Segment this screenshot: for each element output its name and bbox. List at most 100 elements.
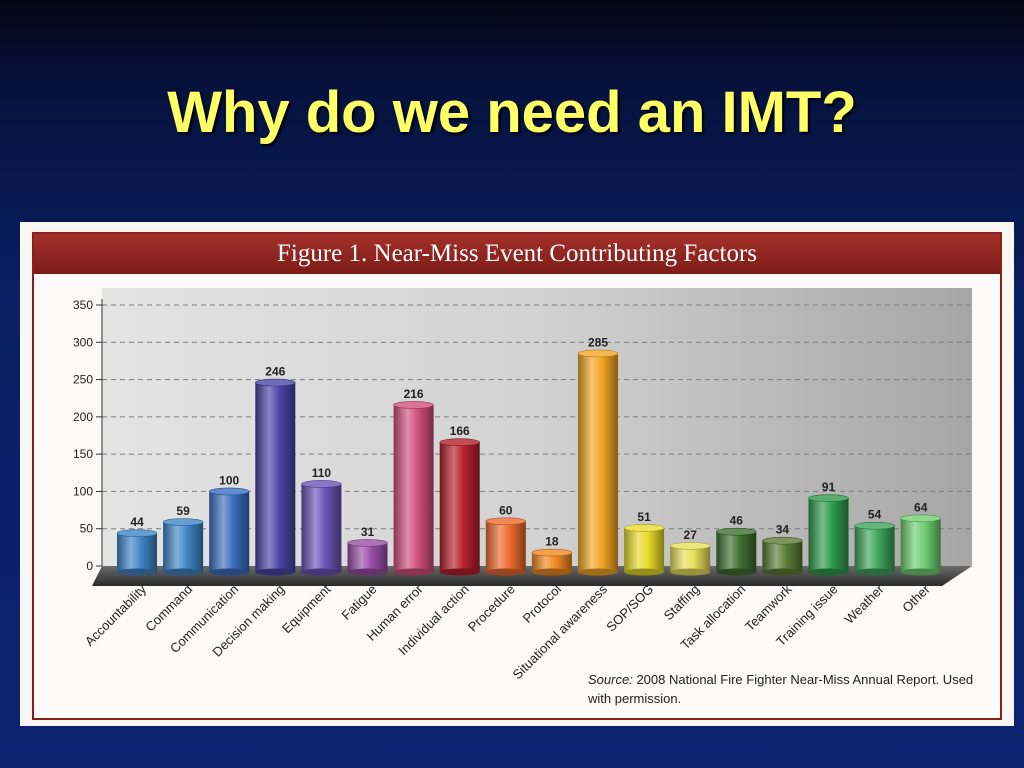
bar-base [578,568,618,576]
y-tick-label: 200 [73,410,93,424]
category-label: Protocol [520,581,564,625]
bar-base [117,568,157,576]
data-label: 110 [312,466,332,480]
bar-base [900,568,941,576]
bar-base [624,568,665,576]
bar [531,548,573,576]
bar-body [117,533,157,572]
category-label: Situational awareness [510,581,611,682]
source-text: 2008 National Fire Fighter Near-Miss Ann… [588,672,974,706]
bar-base [485,568,526,576]
bar-cap [577,349,619,358]
source-note: Source: 2008 National Fire Fighter Near-… [588,670,998,708]
bar-cap [254,378,296,387]
data-label: 216 [404,387,424,401]
bar-body [255,382,296,572]
bar-cap [347,539,388,547]
bar-base [439,568,480,576]
data-labels: 44 59 100 246 110 31 216 166 60 18 285 51 27 46 34 91 54… [130,335,927,548]
data-label: 285 [588,335,608,349]
y-tick-label: 150 [73,447,93,461]
bar-cap [531,548,573,557]
bar-cap [854,521,895,530]
bar [162,518,204,576]
category-label: Staffing [661,582,703,624]
bar-body [347,542,388,572]
bar-body [439,442,480,572]
bar-body [301,483,342,572]
bar [254,378,296,576]
category-label: Weather [842,581,888,627]
data-label: 54 [868,508,882,522]
bar-base [716,568,757,576]
data-label: 18 [545,535,559,549]
bar [577,349,619,576]
bar-base [531,568,572,576]
bar-body [485,521,526,572]
data-label: 91 [822,480,836,494]
source-label: Source: [588,672,633,687]
data-label: 166 [450,424,470,438]
bar-cap [162,518,204,526]
bars [116,349,942,576]
bar [623,524,665,576]
bar-cap [116,529,158,537]
y-axis: 0 50 100 150 200 250 300 350 [73,298,103,573]
bar [715,527,757,576]
bar [347,539,388,576]
bar-base [163,568,204,576]
data-label: 60 [499,503,513,517]
data-label: 64 [914,500,928,514]
bar-body [393,404,434,572]
category-label: Fatigue [338,582,379,623]
bar [439,438,481,576]
bar-body [531,552,572,572]
bar-body [716,531,757,572]
data-label: 46 [730,514,744,528]
bar-body [670,545,711,572]
bar-body [209,491,250,572]
data-label: 100 [219,473,239,487]
bar-cap [669,542,711,550]
category-label: Procedure [465,582,518,635]
bar-cap [808,494,849,502]
y-tick-label: 100 [73,484,93,498]
bar-base [393,568,434,576]
figure-header: Figure 1. Near-Miss Event Contributing F… [34,234,1000,274]
bar-body [808,498,849,572]
bar [116,529,158,576]
bar [301,480,342,576]
y-tick-label: 300 [73,335,93,349]
y-tick-label: 0 [86,559,93,573]
data-label: 44 [130,515,144,529]
bar [669,542,711,576]
category-label: SOP/SOG [603,582,656,635]
bar-base [209,568,250,576]
y-tick-label: 350 [73,298,93,312]
bar-base [670,568,711,576]
bar-body [900,518,941,572]
bar-base [301,568,342,576]
bar-body [163,522,204,572]
bar-cap [301,480,342,488]
data-label: 34 [776,523,790,537]
bar-body [624,527,665,572]
slide-title: Why do we need an IMT? [167,80,857,145]
bar-cap [208,487,250,496]
bar-base [762,568,803,576]
category-labels: AccountabilityCommandCommunicationDecisi… [82,581,934,682]
bar [485,517,527,576]
bar-cap [623,524,665,532]
bar [854,521,895,576]
y-tick-label: 50 [80,522,94,536]
bar-cap [900,514,942,523]
bar-body [578,353,618,572]
bar [900,514,942,576]
data-label: 27 [684,528,698,542]
bar-body [854,525,895,572]
bar [208,487,250,576]
category-label: Equipment [279,581,334,636]
bar-base [347,568,388,576]
bar-cap [393,401,434,409]
